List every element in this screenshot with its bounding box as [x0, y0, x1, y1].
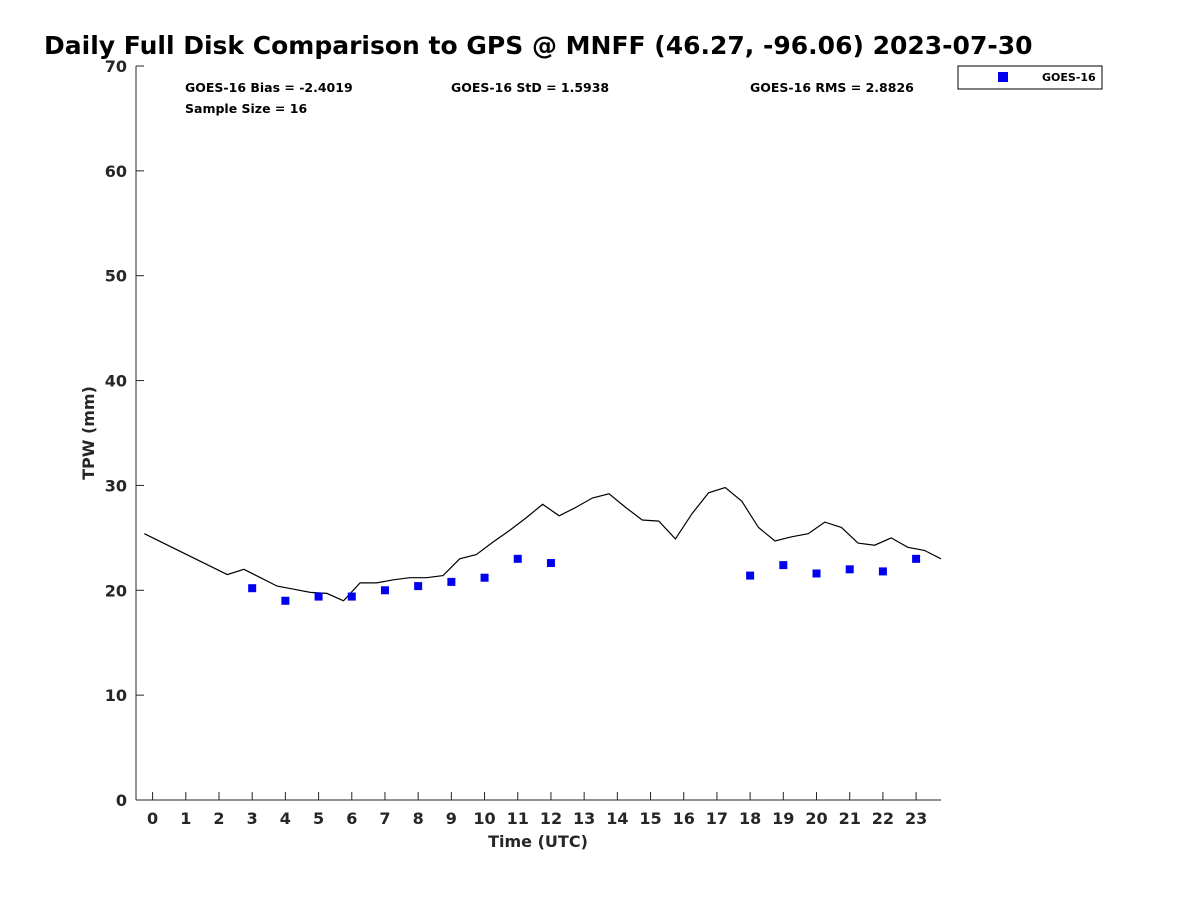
x-tick-label: 19 [772, 809, 794, 828]
goes16-point [513, 554, 522, 563]
goes16-point [912, 554, 921, 563]
goes16-point [248, 584, 257, 593]
legend-marker-goes16 [998, 72, 1008, 82]
goes16-point [281, 596, 290, 605]
y-axis-ticks: 0 10 20 30 40 50 60 70 [105, 57, 144, 810]
x-tick-label: 5 [313, 809, 324, 828]
x-tick-label: 17 [706, 809, 728, 828]
x-tick-label: 6 [346, 809, 357, 828]
goes16-point [447, 577, 456, 586]
x-tick-label: 21 [839, 809, 861, 828]
rms-stat: GOES-16 RMS = 2.8826 [750, 80, 914, 95]
x-tick-label: 2 [213, 809, 224, 828]
goes16-point [380, 586, 389, 595]
x-axis-label: Time (UTC) [488, 832, 588, 851]
x-tick-label: 18 [739, 809, 761, 828]
x-tick-label: 23 [905, 809, 927, 828]
x-tick-label: 9 [446, 809, 457, 828]
goes16-point [845, 565, 854, 574]
x-tick-label: 15 [639, 809, 661, 828]
series-layer [144, 486, 942, 605]
std-stat: GOES-16 StD = 1.5938 [451, 80, 609, 95]
y-tick-label: 10 [105, 686, 127, 705]
x-tick-label: 22 [872, 809, 894, 828]
x-tick-label: 14 [606, 809, 628, 828]
goes16-point [812, 569, 821, 578]
x-tick-label: 13 [573, 809, 595, 828]
goes16-point [546, 559, 555, 568]
x-tick-label: 11 [507, 809, 529, 828]
x-tick-label: 7 [379, 809, 390, 828]
goes16-point [414, 582, 423, 591]
x-tick-label: 16 [673, 809, 695, 828]
legend-box [957, 65, 1103, 90]
x-tick-label: 4 [280, 809, 291, 828]
x-tick-label: 3 [247, 809, 258, 828]
x-tick-label: 12 [540, 809, 562, 828]
x-tick-label: 0 [147, 809, 158, 828]
goes16-point [746, 571, 755, 580]
x-tick-label: 8 [413, 809, 424, 828]
sample-size-stat: Sample Size = 16 [185, 101, 307, 116]
y-tick-label: 60 [105, 162, 127, 181]
legend: GOES-16 [957, 65, 1103, 90]
x-tick-label: 20 [805, 809, 827, 828]
gps-tpw-line [144, 486, 942, 602]
legend-label-goes16: GOES-16 [1042, 71, 1096, 84]
goes16-point [480, 573, 489, 582]
goes16-point [347, 592, 356, 601]
goes16-point [314, 592, 323, 601]
y-tick-label: 20 [105, 581, 127, 600]
y-tick-label: 70 [105, 57, 127, 76]
x-tick-label: 10 [473, 809, 495, 828]
y-axis-label: TPW (mm) [79, 386, 98, 480]
chart-title: Daily Full Disk Comparison to GPS @ MNFF… [44, 31, 1033, 60]
goes16-point [779, 561, 788, 570]
y-tick-label: 0 [116, 791, 127, 810]
y-tick-label: 50 [105, 267, 127, 286]
goes16-point [878, 567, 887, 576]
x-tick-label: 1 [180, 809, 191, 828]
plot-area [135, 66, 941, 801]
bias-stat: GOES-16 Bias = -2.4019 [185, 80, 353, 95]
x-axis-ticks: 0 1 2 3 4 5 6 7 8 9 10 11 12 13 14 15 16 17 18 19 20 21 22 23 [147, 792, 927, 828]
y-tick-label: 30 [105, 476, 127, 495]
y-tick-label: 40 [105, 372, 127, 391]
